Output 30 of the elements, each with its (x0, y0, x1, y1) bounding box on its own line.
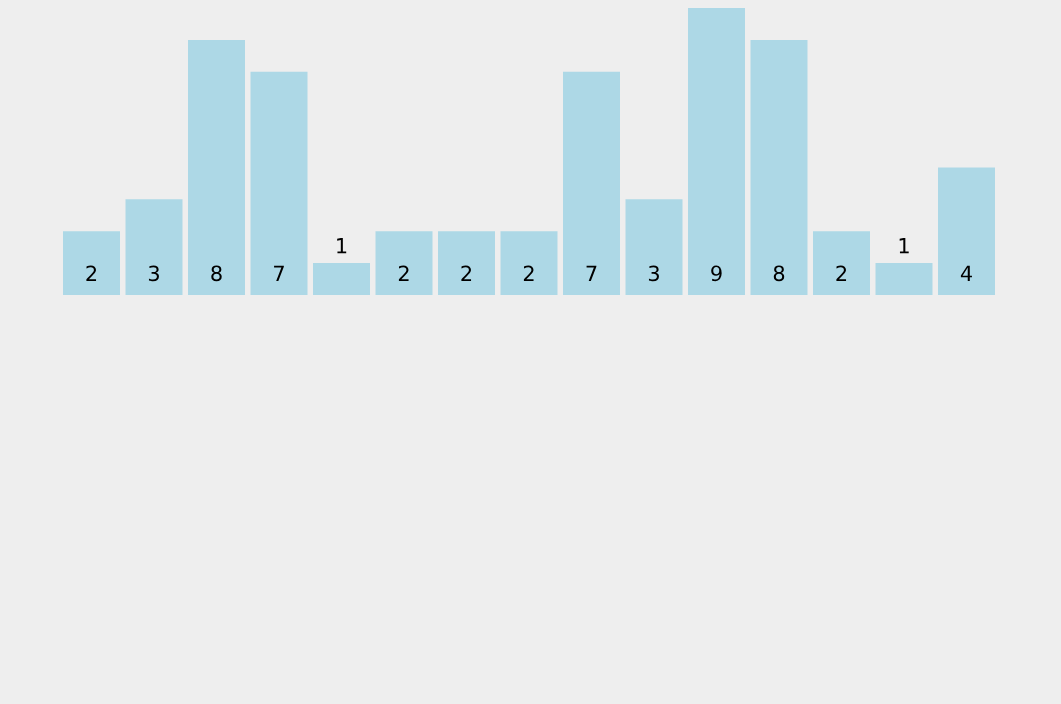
data-label: 8 (773, 265, 785, 282)
data-label: 8 (211, 265, 222, 282)
data-label: 2 (523, 265, 534, 281)
data-label: 2 (398, 265, 409, 281)
bar (375, 231, 433, 295)
bar (688, 8, 745, 295)
bar (188, 39, 245, 295)
bar (750, 39, 808, 295)
bar (938, 167, 995, 295)
data-label: 2 (86, 265, 97, 281)
data-label: 2 (461, 265, 472, 281)
bar (438, 231, 495, 295)
bar (500, 231, 558, 295)
data-label: 4 (960, 265, 972, 281)
data-label: 7 (586, 265, 597, 281)
bar (125, 199, 183, 295)
bar (625, 199, 683, 295)
data-label: 3 (148, 265, 159, 282)
bar (313, 263, 370, 295)
bar (875, 263, 933, 295)
data-label: 7 (274, 265, 284, 281)
data-label: 2 (836, 265, 847, 281)
bar (63, 231, 120, 295)
bar (250, 71, 308, 295)
data-label: 9 (711, 265, 722, 282)
bar (813, 231, 870, 295)
bar (563, 71, 620, 295)
data-label: 1 (337, 238, 347, 254)
data-label: 1 (899, 238, 909, 254)
data-label: 3 (648, 265, 659, 282)
